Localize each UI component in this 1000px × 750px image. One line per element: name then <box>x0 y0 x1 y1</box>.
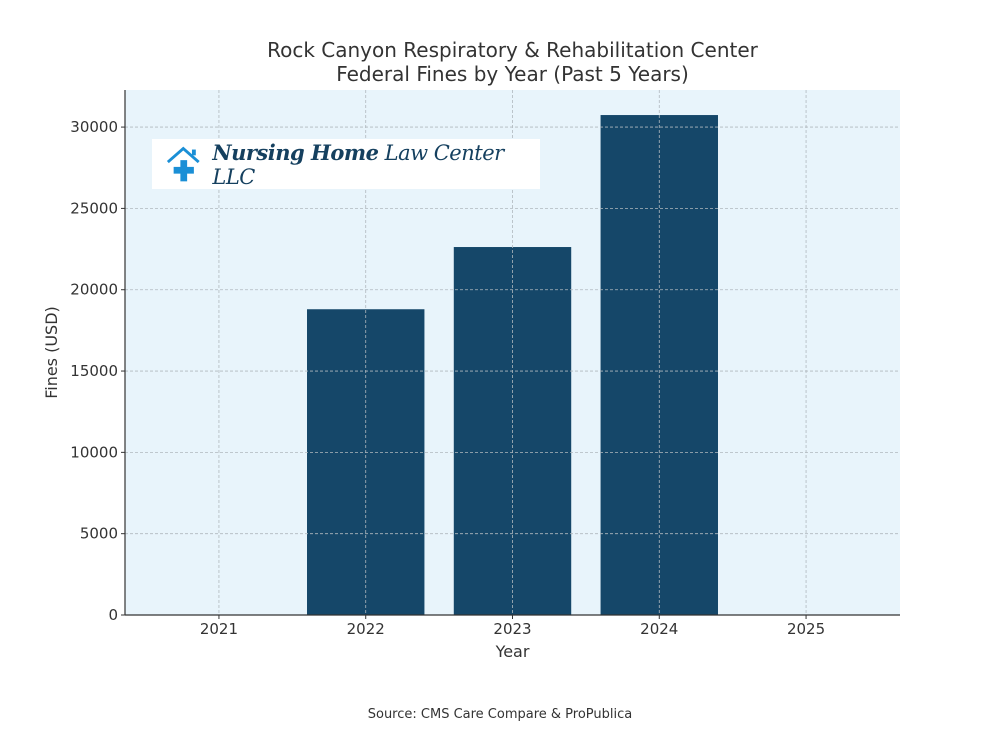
y-tick-label: 20000 <box>70 281 118 299</box>
y-tick-label: 25000 <box>70 199 118 217</box>
y-tick-label: 10000 <box>70 443 118 461</box>
logo-text: Nursing Home Law Center LLC <box>212 139 504 189</box>
y-tick-label: 5000 <box>80 525 118 543</box>
house-medical-cross-icon <box>166 146 200 182</box>
y-tick-label: 30000 <box>70 118 118 136</box>
source-note: Source: CMS Care Compare & ProPublica <box>367 707 633 722</box>
x-axis-label: Year <box>495 642 530 661</box>
x-tick-label: 2025 <box>787 620 825 638</box>
x-tick-label: 2022 <box>347 620 385 638</box>
y-tick-label: 15000 <box>70 362 118 380</box>
y-tick-label: 0 <box>108 606 118 624</box>
x-tick-label: 2021 <box>200 620 238 638</box>
logo-watermark: Nursing Home Law Center LLC <box>152 139 540 189</box>
chart-subtitle: Federal Fines by Year (Past 5 Years) <box>336 62 689 86</box>
y-axis-label: Fines (USD) <box>42 306 61 399</box>
x-tick-label: 2023 <box>493 620 531 638</box>
chart-title: Rock Canyon Respiratory & Rehabilitation… <box>267 38 758 62</box>
x-tick-label: 2024 <box>640 620 678 638</box>
